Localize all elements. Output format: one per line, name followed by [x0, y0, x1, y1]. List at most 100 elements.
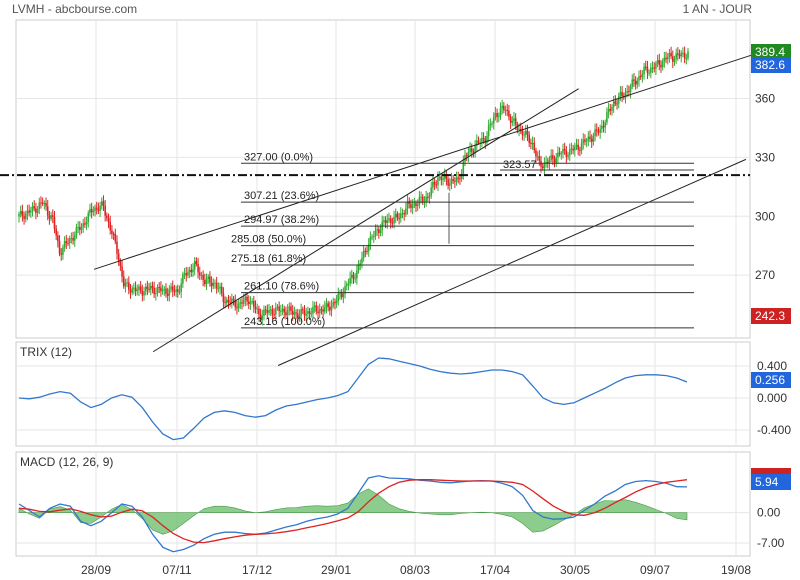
candle-body: [160, 287, 162, 292]
candle-body: [112, 233, 115, 235]
candle-body: [219, 286, 221, 289]
candle-body: [655, 63, 657, 69]
candle-body: [50, 215, 52, 219]
candle-body: [79, 227, 81, 230]
candle-body: [484, 139, 487, 143]
trix-panel: [15, 341, 751, 447]
candle-body: [472, 151, 475, 153]
price-y-tick-label: 360: [755, 92, 775, 106]
candle-body: [163, 288, 166, 290]
candle-body: [345, 284, 348, 286]
candle-body: [656, 60, 659, 64]
x-tick-label: 17/04: [480, 563, 510, 577]
candle-body: [153, 287, 155, 295]
last-high-badge-text: 389.4: [755, 45, 785, 59]
candle-body: [413, 203, 416, 206]
candle-body: [541, 166, 544, 169]
candle-body: [63, 241, 66, 248]
candle-body: [190, 269, 193, 273]
candle-body: [621, 92, 623, 97]
candle-body: [405, 208, 407, 215]
candle-body: [624, 92, 627, 98]
candle-body: [499, 108, 502, 116]
candle-body: [334, 301, 336, 304]
candle-body: [646, 66, 649, 73]
candle-body: [303, 310, 306, 316]
candle-body: [492, 117, 495, 124]
candle-body: [459, 178, 461, 180]
candle-body: [244, 296, 247, 300]
candle-body: [305, 313, 307, 316]
candle-body: [489, 123, 492, 126]
candle-body: [670, 52, 672, 57]
candle-body: [494, 113, 497, 118]
candle-body: [617, 96, 620, 104]
candle-body: [467, 152, 470, 157]
candle-body: [612, 101, 615, 107]
candle-body: [519, 128, 522, 131]
candle-body: [82, 223, 84, 227]
candle-body: [602, 125, 605, 128]
candle-body: [619, 92, 622, 97]
candle-body: [35, 208, 37, 213]
low-marker-badge-text: 242.3: [755, 309, 785, 323]
candle-body: [337, 293, 340, 301]
candle-body: [128, 282, 130, 290]
candle-body: [276, 306, 279, 308]
candle-body: [43, 202, 46, 204]
candle-body: [247, 301, 250, 305]
candle-body: [227, 299, 230, 303]
candle-body: [660, 64, 662, 68]
candle-body: [288, 306, 291, 311]
candle-body: [280, 311, 282, 313]
candle-body: [553, 158, 556, 163]
candle-body: [225, 299, 228, 303]
candle-body: [349, 277, 351, 284]
candle-body: [109, 221, 112, 231]
candle-body: [161, 289, 164, 292]
candle-body: [418, 197, 421, 205]
candle-body: [435, 184, 438, 186]
candle-body: [535, 150, 537, 157]
trix-y-tick-label: -0.400: [757, 423, 791, 437]
candle-body: [185, 273, 188, 276]
candle-body: [634, 81, 637, 85]
candle-body: [487, 125, 490, 136]
candle-body: [102, 201, 105, 206]
candle-body: [428, 195, 431, 198]
candle-body: [175, 289, 177, 292]
trend-line: [152, 88, 579, 353]
candle-body: [60, 253, 63, 255]
trix-last-badge: 0.256: [751, 372, 791, 388]
candle-body: [530, 142, 532, 145]
fibonacci-label: 243.16 (100.0%): [244, 316, 325, 328]
candle-body: [663, 57, 666, 62]
candle-body: [75, 227, 78, 236]
candle-body: [261, 315, 264, 320]
candle-body: [545, 161, 547, 164]
last-close-badge: 382.6: [751, 57, 791, 73]
candle-body: [479, 142, 482, 144]
macd-last-badge-text: 5.94: [755, 475, 779, 489]
candle-body: [369, 236, 372, 245]
candle-body: [675, 53, 677, 59]
candle-body: [84, 223, 86, 225]
candle-body: [389, 218, 392, 223]
candle-body: [396, 213, 399, 219]
candle-body: [53, 217, 56, 229]
candle-body: [205, 278, 208, 285]
candle-body: [599, 128, 601, 133]
candle-body: [393, 216, 395, 224]
macd-signal-badge: [751, 468, 791, 476]
candle-body: [134, 287, 137, 292]
candle-body: [156, 287, 159, 294]
candle-body: [585, 140, 588, 142]
candle-body: [448, 183, 451, 186]
x-tick-label: 29/01: [321, 563, 351, 577]
candle-body: [312, 306, 314, 314]
candle-body: [318, 309, 321, 314]
candle-body: [592, 136, 595, 142]
candle-body: [122, 276, 125, 287]
candle-body: [41, 202, 44, 204]
candle-body: [144, 286, 147, 292]
